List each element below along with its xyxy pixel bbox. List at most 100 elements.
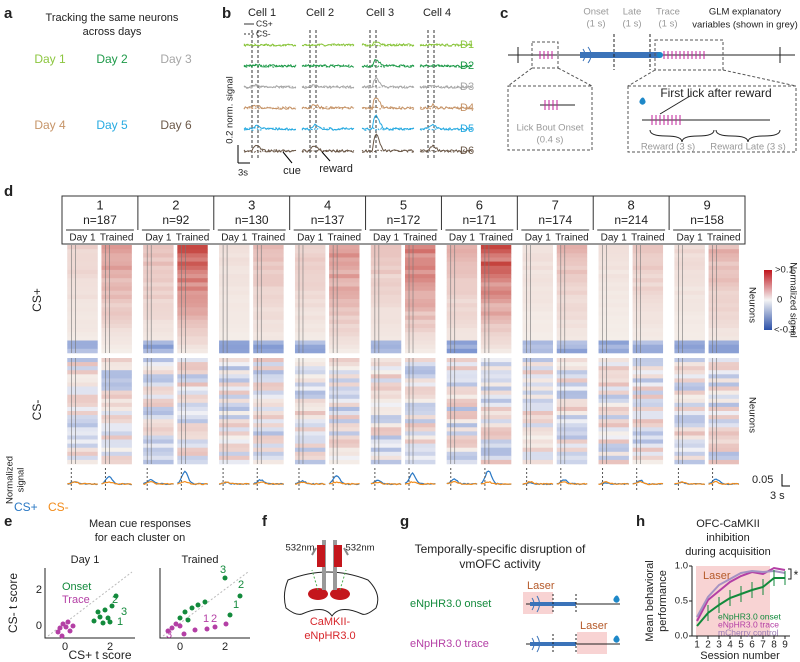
heatmap-row xyxy=(522,366,554,371)
column-label: Day 1 xyxy=(677,233,704,244)
heatmap-row xyxy=(101,348,132,354)
heatmap-row xyxy=(370,386,402,391)
heatmap-row xyxy=(556,261,588,267)
heatmap-row xyxy=(177,398,208,404)
point-label: 3 xyxy=(220,564,226,576)
plot-title: Trained xyxy=(182,554,219,566)
heatmap-row xyxy=(556,340,588,345)
heatmap-row xyxy=(405,451,436,457)
mean-trace xyxy=(522,481,554,486)
heatmap-row xyxy=(329,439,360,444)
heatmap-row xyxy=(405,374,436,379)
heatmap-row xyxy=(556,307,588,312)
heatmap-row xyxy=(522,278,554,283)
heatmap-row xyxy=(598,451,629,457)
heatmap-row xyxy=(177,278,208,283)
heatmap-row xyxy=(219,443,250,448)
heatmap-row xyxy=(556,362,588,367)
heatmap-row xyxy=(294,443,326,448)
heatmap-row xyxy=(177,319,208,325)
heatmap-row xyxy=(143,315,174,321)
heatmap-row xyxy=(674,303,705,308)
tick-label: 2 xyxy=(222,641,228,653)
heatmap-row xyxy=(370,319,402,325)
epoch-label: (1 s) xyxy=(587,19,606,30)
heatmap-row xyxy=(219,455,250,461)
heatmap-row xyxy=(446,269,478,275)
heatmap-row xyxy=(708,451,739,457)
point-label: 1 xyxy=(203,613,209,625)
heatmap-row xyxy=(294,374,326,379)
heatmap-row xyxy=(598,344,629,350)
column-label: Trained xyxy=(479,233,513,244)
heatmap-row xyxy=(67,245,98,250)
heatmap-row xyxy=(522,328,554,333)
heatmap-row xyxy=(101,447,132,453)
heatmap-row xyxy=(556,257,588,262)
heatmap-row xyxy=(556,427,588,432)
heatmap-row xyxy=(67,315,98,321)
cluster-n: n=187 xyxy=(83,213,117,227)
heatmap-row xyxy=(143,402,174,408)
day-label: Day 4 xyxy=(34,118,66,132)
heatmap-row xyxy=(143,439,174,444)
heatmap-row xyxy=(632,303,664,308)
heatmap-row xyxy=(294,290,326,296)
heatmap-row xyxy=(219,290,250,296)
heatmap-row xyxy=(598,435,629,440)
heatmap-row xyxy=(556,282,588,287)
epoch-label: (1 s) xyxy=(623,19,642,30)
heatmap-row xyxy=(480,382,512,387)
heatmap-row xyxy=(67,278,98,283)
heatmap-row xyxy=(294,278,326,283)
heatmap-row xyxy=(67,431,98,436)
heatmap-row xyxy=(101,431,132,436)
heatmap-row xyxy=(67,257,98,262)
cluster-id: 7 xyxy=(552,197,559,212)
heatmap-row xyxy=(294,394,326,400)
trace xyxy=(419,84,473,89)
laser-label: Laser xyxy=(580,620,608,632)
heatmap-row xyxy=(556,286,588,291)
heatmap-row xyxy=(294,299,326,304)
heatmap-row xyxy=(329,303,360,308)
heatmap-row xyxy=(370,336,402,341)
heatmap-row xyxy=(405,402,436,408)
heatmap-row xyxy=(219,311,250,316)
x-tick-label: 3 xyxy=(716,640,722,651)
heatmap-row xyxy=(405,290,436,296)
heatmap-row xyxy=(405,382,436,387)
heatmap-row xyxy=(143,447,174,453)
mean-trace xyxy=(556,481,588,486)
heatmap-row xyxy=(405,344,436,350)
heatmap-row xyxy=(101,435,132,440)
trace xyxy=(361,105,414,110)
heatmap-row xyxy=(708,332,739,337)
heatmap-row xyxy=(143,344,174,350)
heatmap-row xyxy=(556,419,588,424)
heatmap-row xyxy=(329,274,360,279)
day-label: Day 3 xyxy=(160,52,192,66)
heatmap-row xyxy=(253,451,284,457)
heatmap-row xyxy=(177,261,208,267)
heatmap-row xyxy=(480,443,512,448)
heatmap-row xyxy=(674,278,705,283)
mean-trace xyxy=(177,480,208,486)
heatmap-row xyxy=(708,249,739,254)
column-label: Day 1 xyxy=(69,233,96,244)
x-tick-label: 2 xyxy=(705,640,711,651)
heatmap-row xyxy=(294,423,326,428)
heatmap-row xyxy=(177,455,208,461)
heatmap-row xyxy=(522,269,554,275)
heatmap-row xyxy=(522,390,554,395)
laser-label: Laser xyxy=(703,570,731,582)
heatmap-row xyxy=(143,358,174,363)
heatmap-row xyxy=(67,249,98,254)
heatmap-row xyxy=(294,431,326,436)
panel-label: c xyxy=(500,5,508,22)
heatmap-row xyxy=(598,323,629,329)
heatmap-row xyxy=(143,435,174,440)
heatmap-row xyxy=(294,249,326,254)
heatmap-row xyxy=(405,319,436,325)
heatmap-row xyxy=(405,427,436,432)
